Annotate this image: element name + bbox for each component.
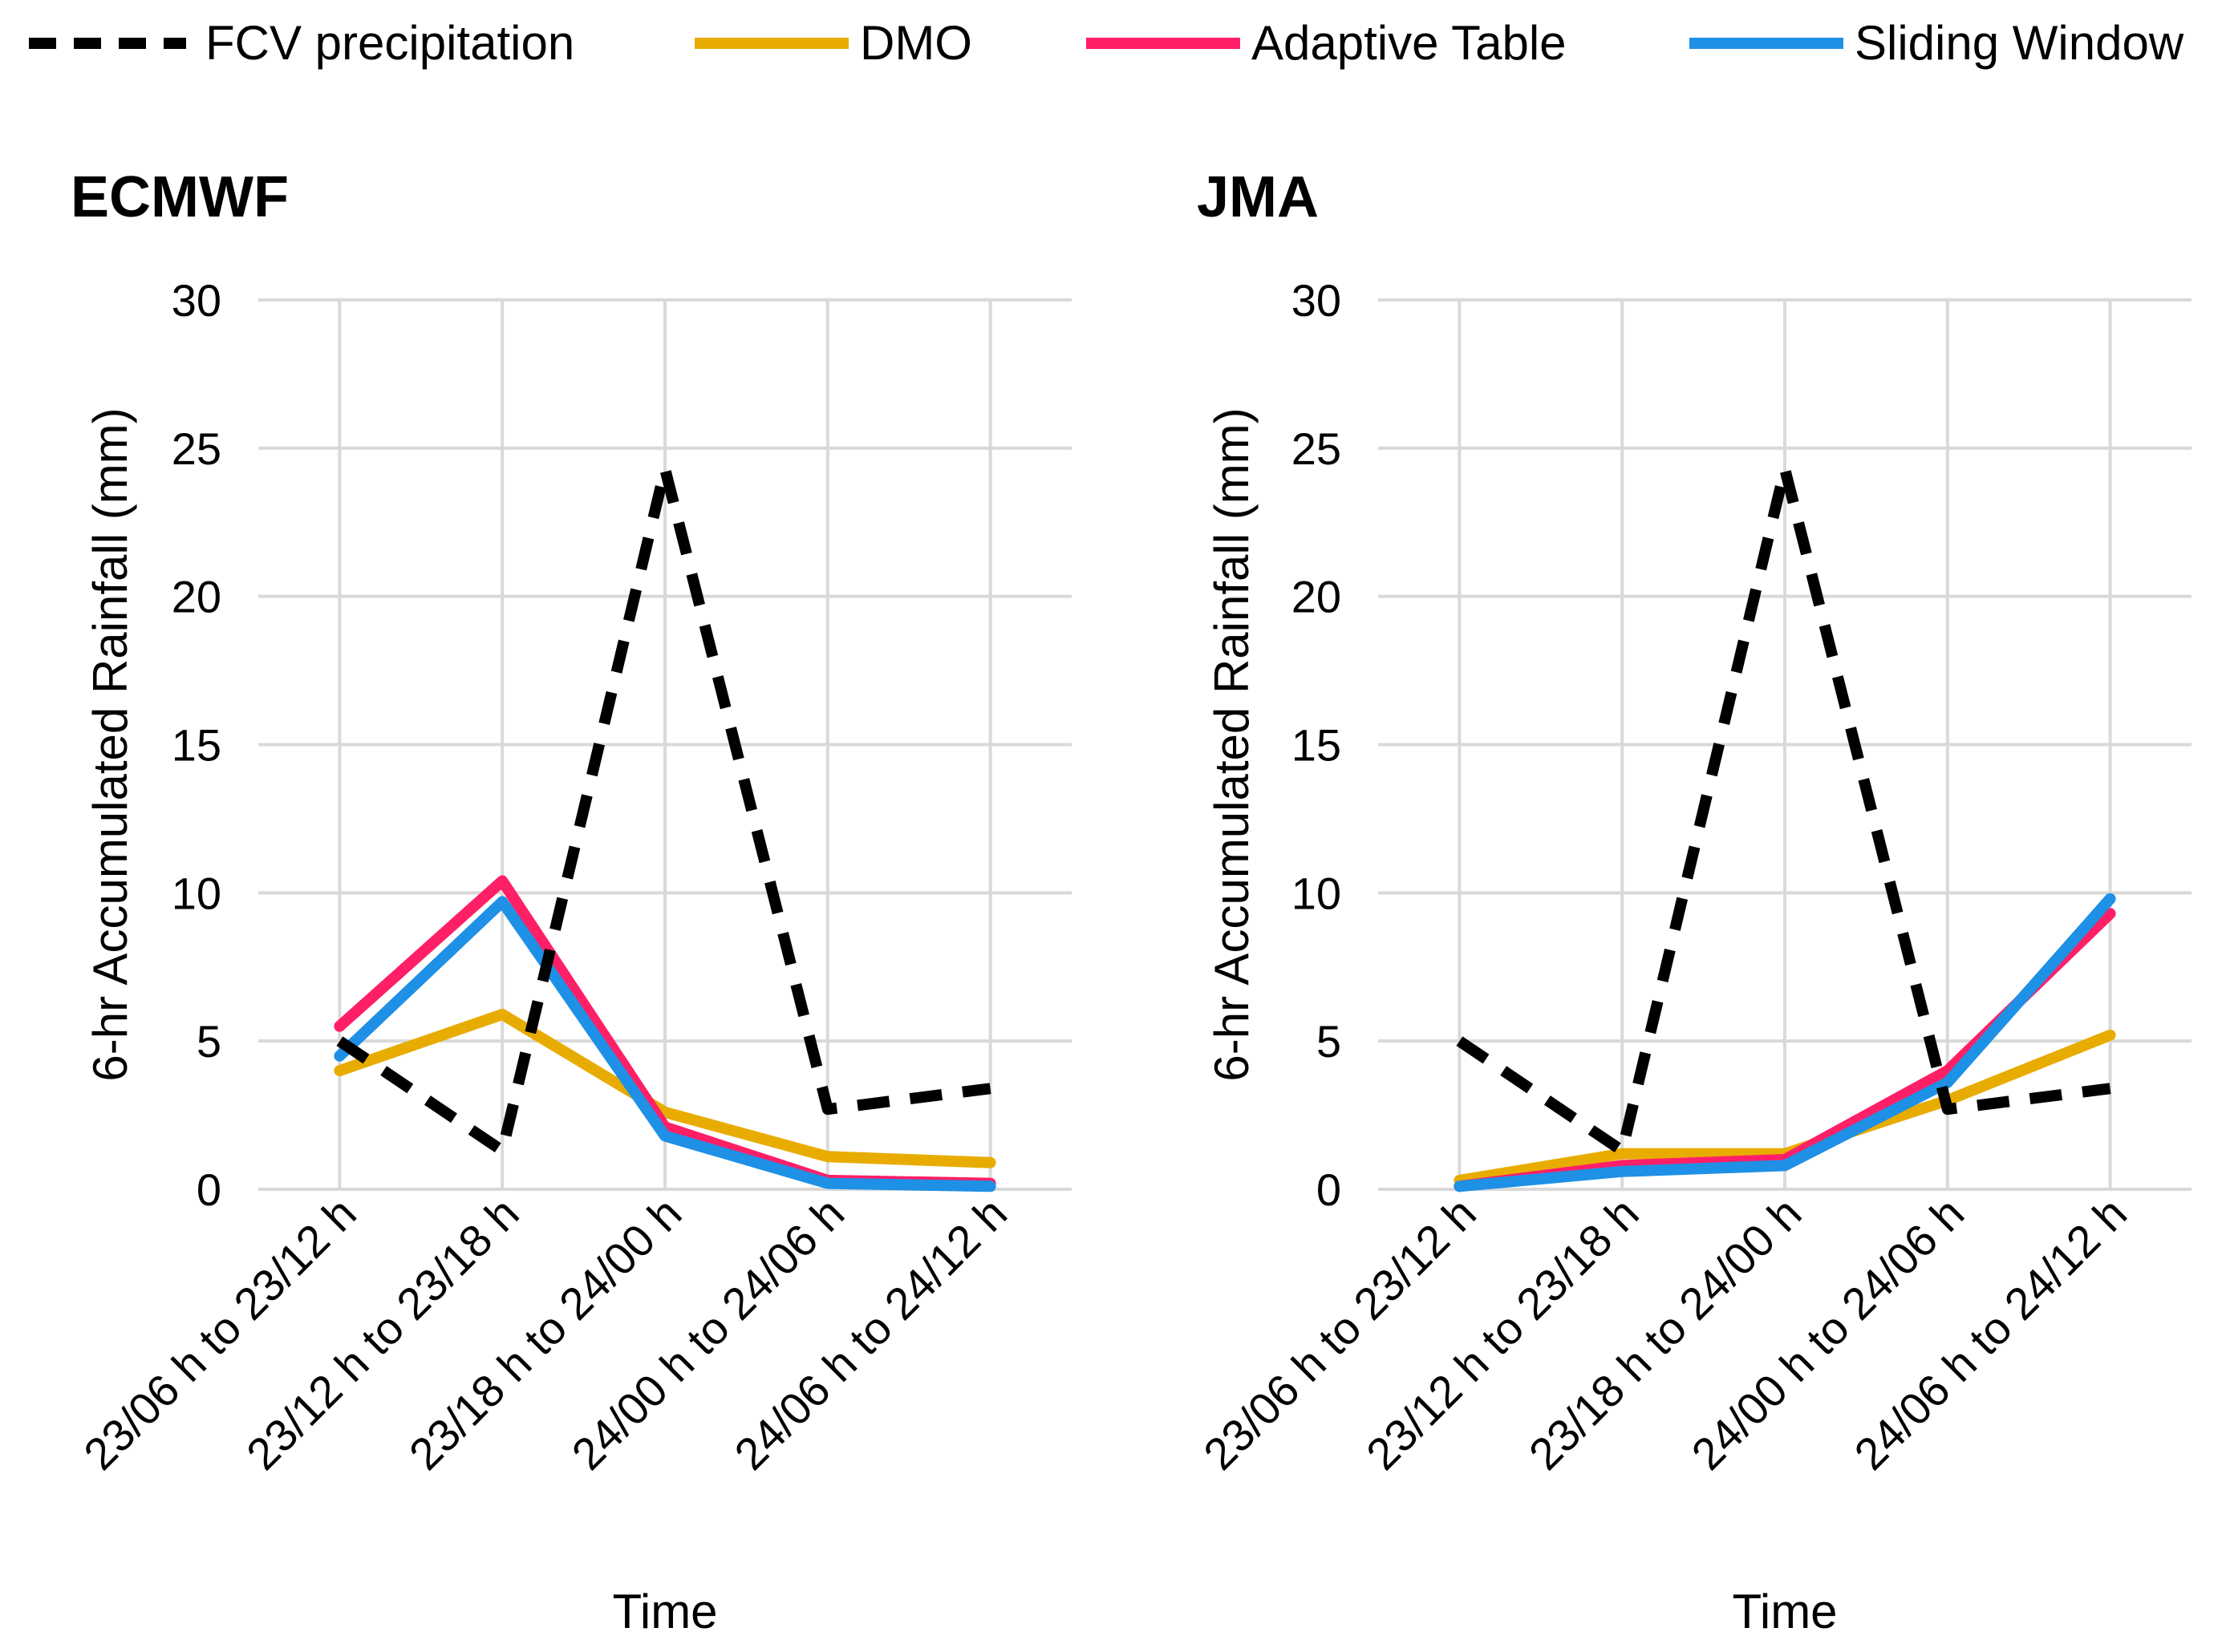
y-tick-label: 15 <box>1291 720 1341 771</box>
legend-label-fcv-precipitation: FCV precipitation <box>205 16 574 70</box>
legend-label-dmo: DMO <box>860 16 972 70</box>
legend: FCV precipitation DMO Adaptive Table Slidin… <box>29 16 2184 70</box>
chart-title-jma: JMA <box>1197 165 1319 229</box>
y-axis-label: 6-hr Accumulated Rainfall (mm) <box>1205 407 1259 1081</box>
y-tick-label: 30 <box>1291 275 1341 326</box>
legend-label-adaptive-table: Adaptive Table <box>1251 16 1567 70</box>
y-tick-label: 0 <box>197 1164 221 1215</box>
x-tick-label: 23/06 h to 23/12 h <box>1194 1188 1486 1480</box>
x-tick-label: 23/18 h to 24/00 h <box>399 1188 691 1480</box>
series-line-sliding-window <box>1454 893 2116 1192</box>
x-tick-label: 24/00 h to 24/06 h <box>562 1188 854 1480</box>
series-line-sliding-window <box>334 896 996 1192</box>
y-tick-label: 20 <box>172 572 221 622</box>
chart-title-ecmwf: ECMWF <box>71 165 289 229</box>
x-tick-label: 24/06 h to 24/12 h <box>1844 1188 2136 1480</box>
legend-label-sliding-window: Sliding Window <box>1855 16 2184 70</box>
y-tick-label: 30 <box>172 275 221 326</box>
x-tick-label: 24/06 h to 24/12 h <box>724 1188 1016 1480</box>
x-tick-label: 23/18 h to 24/00 h <box>1519 1188 1811 1480</box>
y-tick-label: 0 <box>1316 1164 1341 1215</box>
y-tick-label: 15 <box>172 720 221 771</box>
y-tick-label: 25 <box>172 423 221 474</box>
y-tick-label: 10 <box>1291 868 1341 918</box>
y-tick-label: 10 <box>172 868 221 918</box>
series-line-dmo <box>334 1008 996 1168</box>
x-tick-label: 23/12 h to 23/18 h <box>1356 1188 1648 1480</box>
x-axis-label: Time <box>612 1585 717 1638</box>
y-tick-label: 20 <box>1291 572 1341 622</box>
series-line-fcv-precipitation <box>1456 463 2111 1156</box>
x-tick-label: 24/00 h to 24/06 h <box>1681 1188 1973 1480</box>
chart-panel-jma: JMA 0 5 10 15 20 25 30 6-hr Accumulated Rainfall… <box>1194 165 2192 1638</box>
y-tick-label: 25 <box>1291 423 1341 474</box>
x-tick-label: 23/12 h to 23/18 h <box>237 1188 529 1480</box>
x-tick-label: 23/06 h to 23/12 h <box>74 1188 366 1480</box>
series-line-fcv-precipitation <box>336 463 991 1156</box>
x-axis-label: Time <box>1732 1585 1837 1638</box>
y-axis-label: 6-hr Accumulated Rainfall (mm) <box>83 407 137 1081</box>
chart-panel-ecmwf: ECMWF 0 5 10 15 20 25 30 6-hr Accumulated Rainfa… <box>71 165 1072 1638</box>
y-tick-label: 5 <box>1316 1016 1341 1067</box>
y-tick-label: 5 <box>197 1016 221 1067</box>
